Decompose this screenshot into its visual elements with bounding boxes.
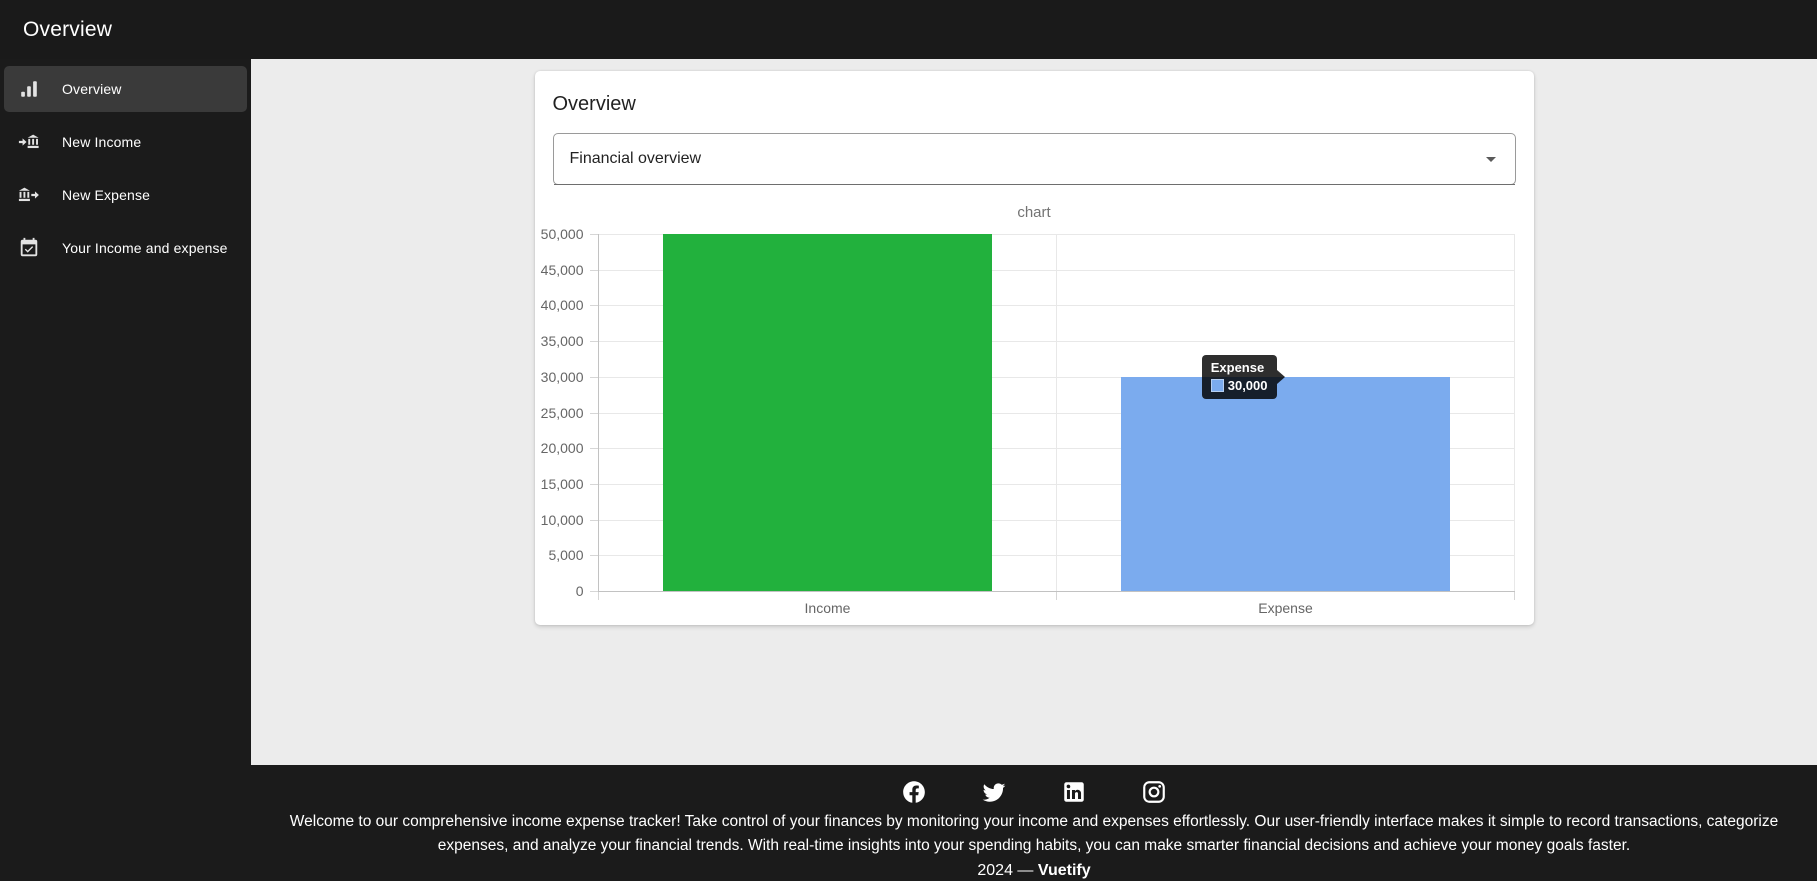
y-axis-tick [589, 519, 598, 521]
y-gridline [598, 412, 1515, 414]
y-gridline [598, 305, 1515, 307]
y-gridline [598, 555, 1515, 557]
main-column: Overview Financial overview chart 0 5,000… [251, 59, 1817, 881]
y-axis-tick [589, 483, 598, 485]
facebook-icon [903, 781, 925, 803]
sidebar-item-new-income[interactable]: New Income [4, 119, 247, 165]
sidebar: Overview New Income [0, 59, 251, 881]
y-axis-label: 40,000 [540, 297, 584, 314]
y-axis-label: 0 [575, 583, 584, 599]
twitter-button[interactable] [981, 779, 1007, 805]
y-axis-tick [589, 555, 598, 557]
select-value: Financial overview [569, 150, 702, 167]
calendar-check-icon [20, 237, 38, 257]
body-row: Overview New Income [0, 59, 1817, 881]
sidebar-item-label: New Income [62, 134, 142, 150]
bar-income[interactable] [662, 234, 993, 591]
chart-plot-area: 0 5,000 10,000 15,000 20,000 25,000 30,000 35,0… [541, 226, 1515, 616]
y-axis-label: 50,000 [540, 226, 584, 242]
x-axis-tick [597, 592, 599, 600]
twitter-icon [982, 783, 1006, 802]
page-title: Overview [23, 17, 113, 41]
y-axis-tick [589, 305, 598, 307]
facebook-button[interactable] [901, 779, 927, 805]
tooltip-value: 30,000 [1227, 377, 1268, 393]
tooltip-caret [1276, 369, 1285, 384]
x-axis-label: Expense [1258, 600, 1313, 616]
app-header: Overview [0, 0, 1817, 59]
linkedin-button[interactable] [1061, 779, 1087, 805]
y-axis-tick [589, 591, 598, 592]
footer-about-text: Welcome to our comprehensive income expe… [289, 813, 1779, 854]
sidebar-item-label: Overview [62, 81, 122, 97]
y-axis-label: 35,000 [540, 333, 584, 350]
financial-overview-select[interactable]: Financial overview [552, 133, 1516, 185]
y-axis-label: 20,000 [540, 440, 584, 457]
footer-brand: Vuetify [1037, 862, 1091, 879]
y-axis-tick [589, 448, 598, 450]
chevron-down-icon [1485, 157, 1496, 162]
instagram-button[interactable] [1141, 779, 1167, 805]
sidebar-item-your-income-and-expense[interactable]: Your Income and expense [4, 225, 247, 271]
y-axis-label: 15,000 [540, 475, 584, 492]
footer: Welcome to our comprehensive income expe… [251, 765, 1817, 881]
y-gridline [598, 448, 1515, 450]
y-gridline [598, 269, 1515, 271]
y-axis-tick [589, 412, 598, 414]
y-axis-label: 45,000 [540, 261, 584, 278]
bank-transfer-out-icon [18, 187, 39, 202]
sidebar-item-overview[interactable]: Overview [4, 66, 247, 112]
footer-copyright: 2024 — Vuetify [251, 862, 1817, 880]
linkedin-icon [1064, 782, 1084, 802]
y-gridline [598, 376, 1515, 378]
sidebar-item-new-expense[interactable]: New Expense [4, 172, 247, 218]
bar-expense[interactable] [1120, 376, 1451, 591]
tooltip-title: Expense [1210, 359, 1265, 375]
y-axis-tick [589, 341, 598, 343]
bank-transfer-in-icon [18, 134, 39, 149]
y-axis-label: 25,000 [540, 404, 584, 421]
y-gridline [598, 519, 1515, 521]
x-axis-tick [1055, 592, 1057, 600]
x-gridline [1055, 234, 1057, 591]
y-gridline [598, 483, 1515, 485]
sidebar-item-label: New Expense [62, 187, 151, 203]
sidebar-item-label: Your Income and expense [62, 240, 228, 256]
x-axis-label: Income [804, 600, 851, 616]
bar-chart: chart 0 5,000 10,000 15,000 20,000 25,000 30,0… [541, 201, 1516, 617]
main-content: Overview Financial overview chart 0 5,000… [251, 59, 1817, 765]
chart-tooltip: Expense 30,000 [1201, 354, 1285, 399]
x-gridline [1513, 234, 1515, 591]
y-axis-tick [589, 269, 598, 271]
footer-year: 2024 [977, 862, 1013, 879]
overview-card: Overview Financial overview chart 0 5,000… [534, 71, 1534, 625]
y-axis-label: 5,000 [548, 547, 584, 564]
card-title: Overview [552, 93, 636, 115]
footer-separator: — [1017, 862, 1034, 879]
x-axis-tick [1513, 592, 1515, 600]
instagram-icon [1143, 781, 1165, 803]
y-axis-tick [589, 376, 598, 378]
chart-title: chart [1017, 204, 1051, 221]
tooltip-swatch [1210, 378, 1224, 392]
y-gridline [598, 234, 1515, 235]
y-axis-label: 30,000 [540, 368, 584, 385]
social-links [251, 779, 1817, 805]
y-axis-tick [589, 234, 598, 235]
y-gridline [598, 341, 1515, 343]
y-axis-label: 10,000 [540, 511, 584, 528]
bar-chart-icon [21, 81, 37, 97]
